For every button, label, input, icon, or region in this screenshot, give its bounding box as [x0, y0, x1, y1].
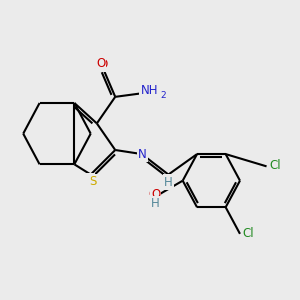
Text: H: H — [149, 196, 158, 209]
Text: N: N — [137, 148, 146, 160]
Text: H: H — [152, 197, 160, 210]
Text: NH: NH — [141, 84, 159, 97]
Text: Cl: Cl — [269, 159, 280, 172]
Text: S: S — [89, 175, 96, 188]
Text: O: O — [148, 188, 158, 202]
Text: O: O — [151, 188, 160, 202]
Text: 2: 2 — [160, 90, 166, 99]
Text: NH: NH — [140, 84, 158, 97]
Text: S: S — [87, 174, 94, 187]
Text: Cl: Cl — [242, 227, 253, 240]
Text: N: N — [138, 148, 147, 160]
Text: H: H — [164, 176, 173, 189]
Text: Cl: Cl — [268, 160, 280, 173]
Text: O: O — [96, 57, 106, 70]
Text: Cl: Cl — [242, 227, 254, 240]
Text: H: H — [164, 176, 173, 188]
Text: O: O — [98, 58, 108, 70]
Text: 2: 2 — [160, 91, 166, 100]
